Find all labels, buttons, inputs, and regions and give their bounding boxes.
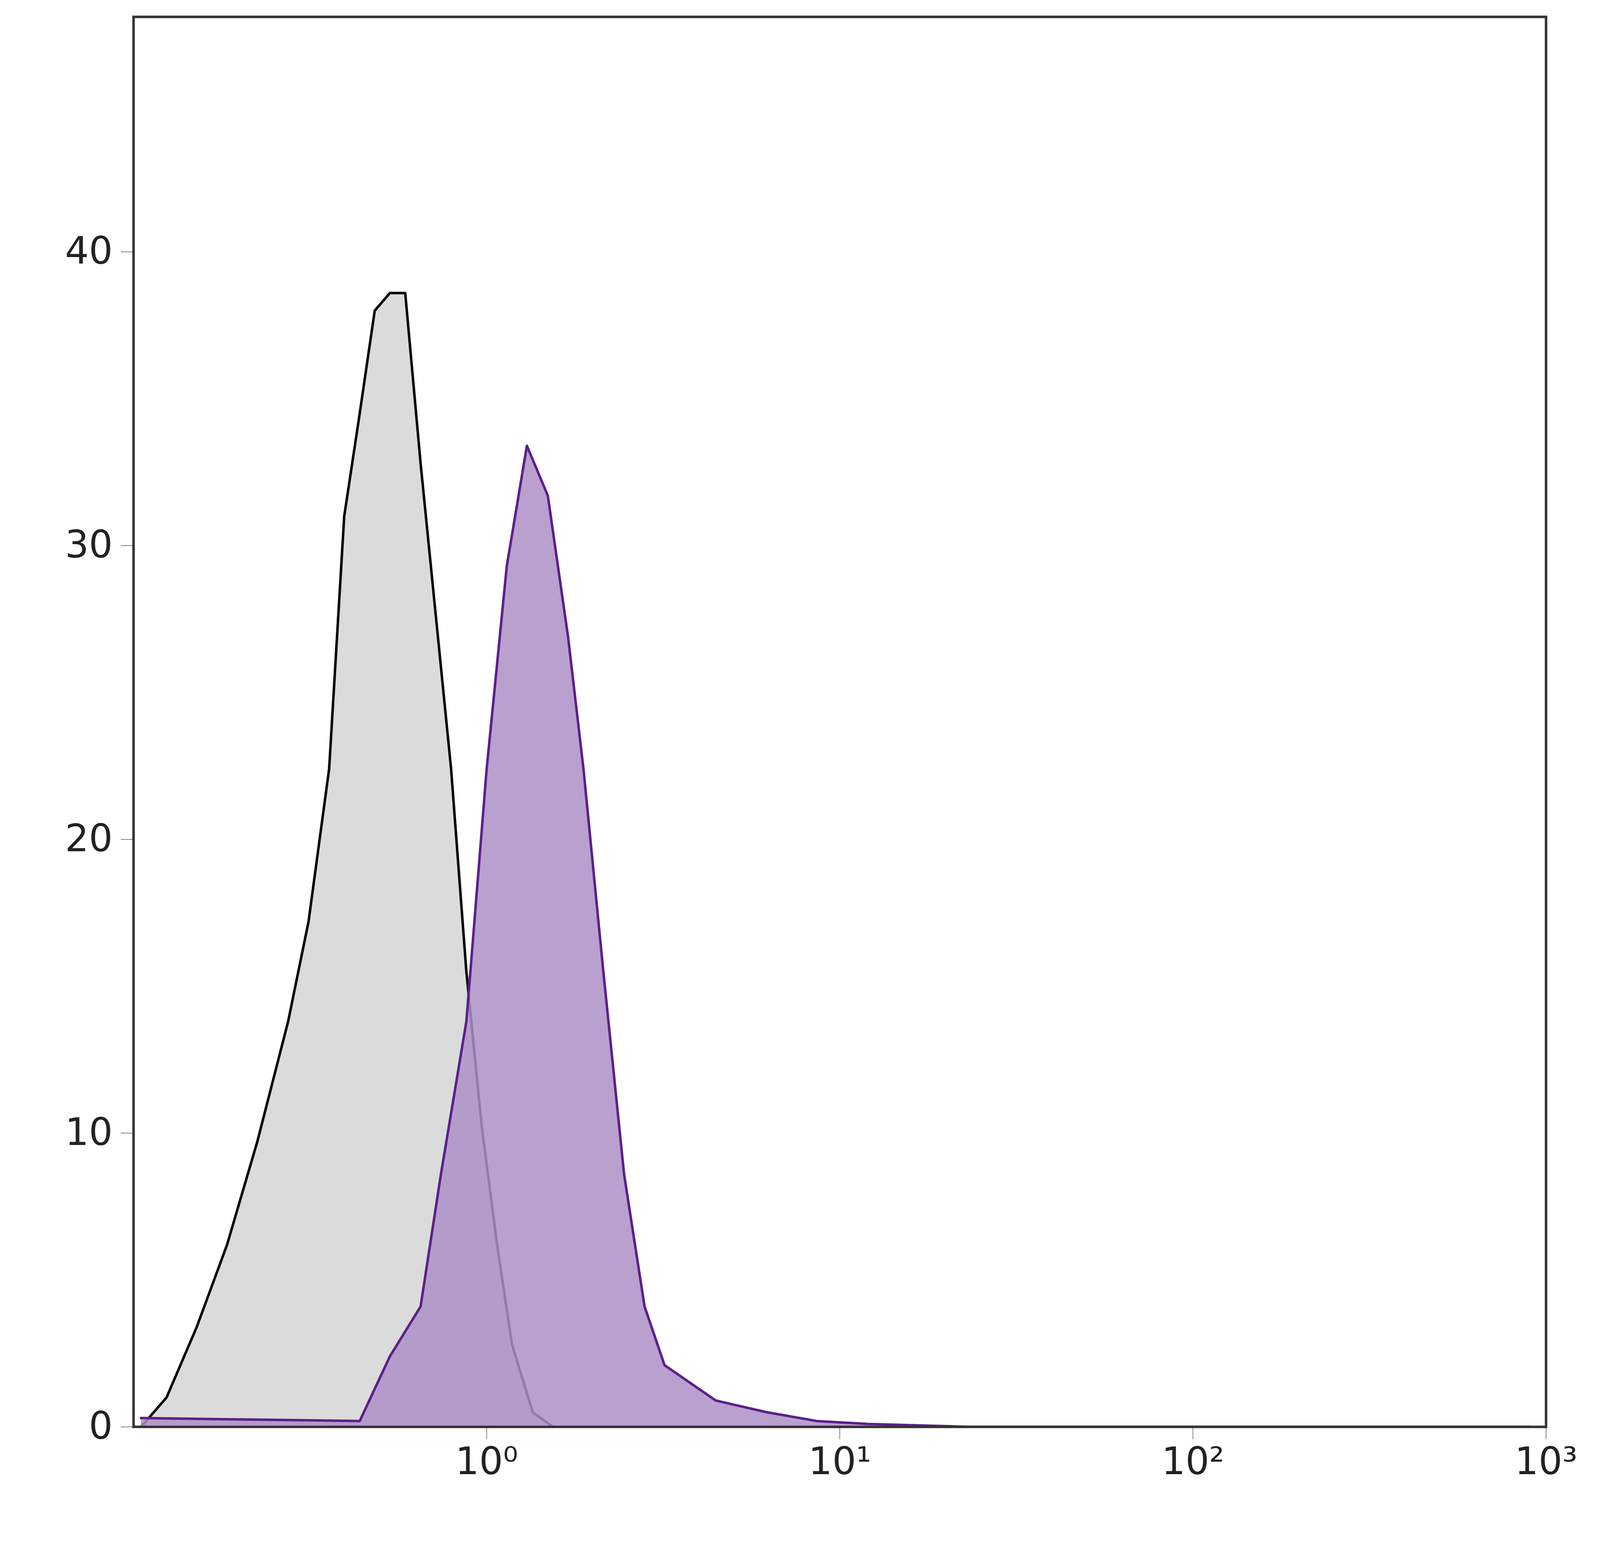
svg-text:10⁰: 10⁰	[455, 1439, 519, 1483]
svg-text:10³: 10³	[1514, 1439, 1578, 1483]
svg-text:10¹: 10¹	[808, 1439, 872, 1483]
svg-text:30: 30	[65, 522, 113, 567]
svg-text:20: 20	[65, 816, 113, 860]
svg-text:40: 40	[65, 228, 113, 273]
svg-text:10²: 10²	[1161, 1439, 1225, 1483]
svg-text:0: 0	[88, 1403, 113, 1448]
svg-text:10: 10	[65, 1110, 113, 1154]
